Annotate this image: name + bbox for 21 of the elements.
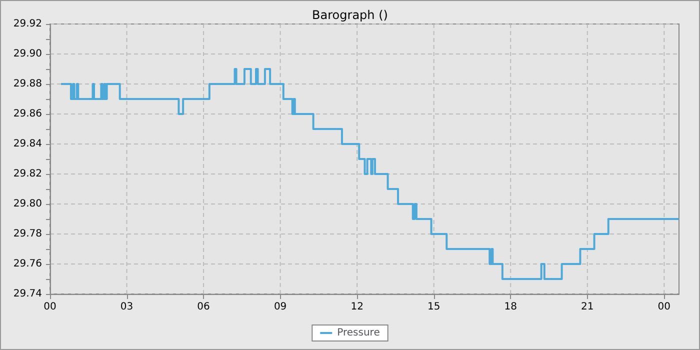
y-tick-label: 29.84 [13,138,42,150]
y-tick-label: 29.82 [13,168,42,180]
y-tick-label: 29.74 [13,288,42,300]
x-tick-label: 03 [120,302,134,312]
chart-title: Barograph () [312,8,388,22]
legend-label: Pressure [337,328,380,338]
x-tick-label: 00 [44,302,56,312]
y-tick-label: 29.86 [13,108,42,120]
x-tick-label: 06 [197,302,210,312]
x-tick-label: 15 [427,302,440,312]
y-tick-label: 29.80 [13,198,42,210]
x-tick-label: 00 [658,302,671,312]
y-tick-label: 29.90 [13,48,42,60]
y-tick-label: 29.88 [13,78,42,90]
y-tick-label: 29.76 [13,258,42,270]
x-tick-label: 21 [581,302,594,312]
y-tick-label: 29.92 [13,18,42,30]
x-tick-label: 12 [350,302,364,312]
x-tick-label: 18 [504,302,517,312]
y-tick-label: 29.78 [13,228,42,240]
x-tick-label: 09 [274,302,287,312]
